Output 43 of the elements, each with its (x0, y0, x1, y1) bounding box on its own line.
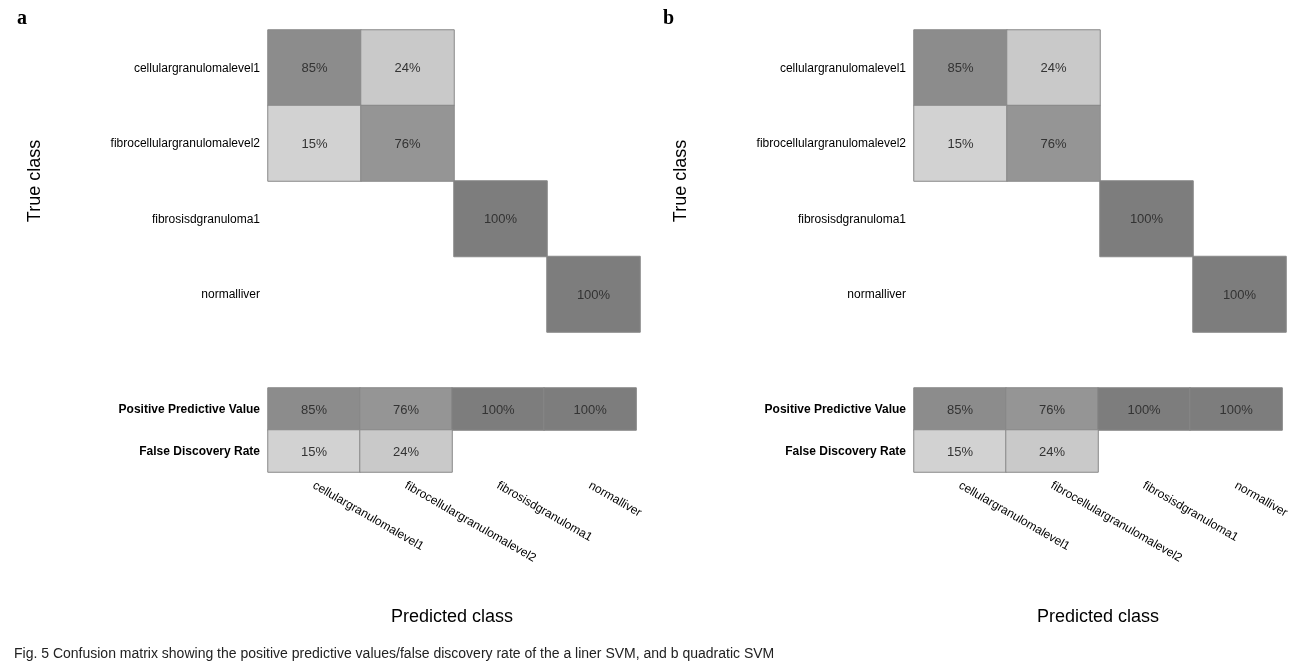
text: b (663, 6, 675, 28)
y-tick-label: fibrosisdgranuloma1 (151, 211, 261, 226)
x-axis-title: Predicted class (1037, 606, 1160, 626)
data-label: 24% (393, 443, 420, 459)
y-tick-label: fibrocellulargranulomalevel2 (756, 136, 907, 151)
data-label: 24% (394, 60, 421, 76)
data-label: 76% (1039, 401, 1066, 417)
data-label: 100% (1129, 211, 1164, 227)
data-label: 100% (573, 401, 608, 417)
data-label: 15% (947, 135, 974, 151)
data-label: 100% (481, 401, 516, 417)
y-tick-label: False Discovery Rate (785, 444, 907, 458)
data-label: 85% (301, 60, 328, 76)
x-axis-title: Predicted class (391, 606, 514, 626)
y-axis-title: True class (670, 139, 690, 223)
y-tick-label: Positive Predictive Value (118, 402, 261, 416)
data-label: 24% (1040, 60, 1067, 76)
caption: Fig. 5 Confusion matrix showing the positive predictive values/false discovery rate of the a liner SVM, and b quadratic SVM (14, 645, 775, 661)
data-label: 76% (394, 135, 421, 151)
data-label: 15% (301, 135, 328, 151)
data-label: 85% (946, 401, 974, 417)
data-label: 85% (300, 401, 328, 417)
data-label: 24% (1039, 443, 1066, 459)
y-tick-label: fibrocellulargranulomalevel2 (110, 136, 261, 151)
y-tick-label: fibrosisdgranuloma1 (797, 211, 907, 226)
data-label: 15% (300, 443, 328, 459)
y-tick-label: normalliver (201, 287, 260, 302)
y-tick-label: Positive Predictive Value (764, 402, 907, 416)
data-label: 100% (576, 286, 611, 302)
data-label: 76% (393, 401, 420, 417)
y-tick-label: cellulargranulomalevel1 (779, 60, 907, 75)
data-label: 76% (1040, 135, 1067, 151)
y-tick-label: normalliver (847, 287, 906, 302)
data-label: 15% (946, 443, 974, 459)
y-tick-label: cellulargranulomalevel1 (133, 60, 261, 75)
text: a (17, 6, 27, 28)
data-label: 100% (483, 211, 518, 227)
data-label: 100% (1222, 286, 1257, 302)
y-axis-title: True class (24, 139, 44, 223)
data-label: 100% (1127, 401, 1162, 417)
data-label: 100% (1219, 401, 1254, 417)
data-label: 85% (947, 60, 974, 76)
y-tick-label: False Discovery Rate (139, 444, 261, 458)
